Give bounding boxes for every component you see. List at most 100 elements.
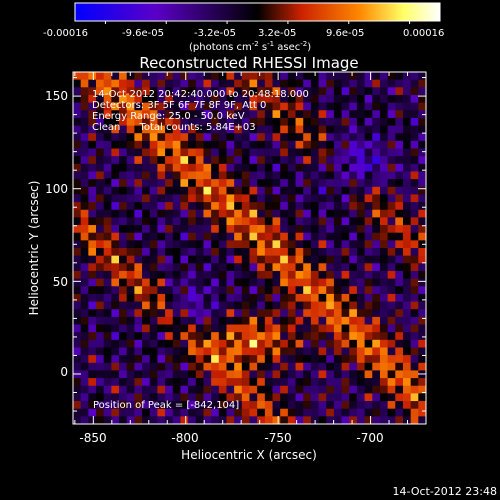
heatmap-cell <box>410 263 419 272</box>
heatmap-cell <box>126 148 135 157</box>
heatmap-cell <box>88 79 97 88</box>
heatmap-cell <box>103 255 112 264</box>
heatmap-cell <box>341 87 350 96</box>
heatmap-cell <box>356 301 366 310</box>
heatmap-cell <box>241 110 251 119</box>
heatmap-cell <box>195 163 205 173</box>
heatmap-cell <box>379 87 389 96</box>
heatmap-cell <box>326 202 335 211</box>
heatmap-cell <box>418 385 426 394</box>
heatmap-cell <box>395 263 404 272</box>
heatmap-cell <box>234 171 243 180</box>
heatmap-cell <box>379 194 389 203</box>
heatmap-cell <box>188 186 197 196</box>
heatmap-cell <box>333 416 343 424</box>
heatmap-cell <box>333 263 343 272</box>
heatmap-cell <box>356 401 366 410</box>
heatmap-cell <box>88 355 97 364</box>
heatmap-cell <box>126 286 135 295</box>
heatmap-cell <box>111 110 120 119</box>
heatmap-cell <box>134 179 143 188</box>
heatmap-cell <box>349 79 358 88</box>
heatmap-cell <box>387 94 396 104</box>
heatmap-cell <box>280 286 289 295</box>
heatmap-cell <box>356 278 366 287</box>
heatmap-cell <box>241 72 251 81</box>
heatmap-cell <box>157 255 166 264</box>
heatmap-cell <box>80 248 89 257</box>
heatmap-cell <box>272 293 281 303</box>
heatmap-cell <box>180 278 189 287</box>
heatmap-cell <box>157 171 166 180</box>
heatmap-cell <box>303 79 312 88</box>
heatmap-cell <box>134 263 143 272</box>
heatmap-cell <box>226 163 235 173</box>
heatmap-cell <box>410 125 419 134</box>
heatmap-cell <box>203 347 212 356</box>
heatmap-cell <box>165 408 174 417</box>
heatmap-cell <box>96 79 105 88</box>
heatmap-cell <box>241 225 251 234</box>
heatmap-cell <box>241 408 251 417</box>
heatmap-cell <box>73 117 82 127</box>
heatmap-cell <box>234 286 243 295</box>
heatmap-cell <box>356 94 366 104</box>
heatmap-cell <box>126 293 135 303</box>
heatmap-cell <box>326 240 335 249</box>
heatmap-cell <box>73 248 82 257</box>
heatmap-cell <box>295 255 304 264</box>
heatmap-cell <box>295 316 304 326</box>
heatmap-cell <box>402 87 412 96</box>
heatmap-cell <box>387 255 396 264</box>
heatmap-cell <box>249 117 258 127</box>
heatmap-cell <box>165 186 174 196</box>
heatmap-cell <box>418 393 426 402</box>
heatmap-cell <box>349 94 358 104</box>
heatmap-cell <box>257 293 266 303</box>
heatmap-cell <box>111 186 120 196</box>
heatmap-cell <box>410 378 419 387</box>
heatmap-cell <box>364 263 373 272</box>
heatmap-cell <box>149 347 159 356</box>
heatmap-cell <box>333 255 343 264</box>
heatmap-cell <box>333 324 343 333</box>
heatmap-cell <box>295 117 304 127</box>
heatmap-cell <box>249 263 258 272</box>
heatmap-cell <box>195 148 205 157</box>
heatmap-cell <box>402 171 412 180</box>
heatmap-cell <box>249 370 258 379</box>
heatmap-cell <box>188 133 197 142</box>
heatmap-cell <box>356 332 366 341</box>
heatmap-cell <box>341 301 350 310</box>
heatmap-cell <box>318 94 327 104</box>
heatmap-cell <box>303 401 312 410</box>
heatmap-cell <box>96 278 105 287</box>
heatmap-cell <box>149 163 159 173</box>
heatmap-cell <box>349 163 358 173</box>
heatmap-cell <box>341 110 350 119</box>
heatmap-cell <box>211 362 220 372</box>
heatmap-cell <box>410 248 419 257</box>
heatmap-cell <box>379 217 389 226</box>
heatmap-cell <box>188 347 197 356</box>
heatmap-cell <box>211 148 220 157</box>
heatmap-cell <box>157 362 166 372</box>
heatmap-cell <box>188 209 197 218</box>
heatmap-cell <box>111 316 120 326</box>
heatmap-cell <box>303 186 312 196</box>
heatmap-cell <box>395 309 404 318</box>
heatmap-cell <box>356 309 366 318</box>
heatmap-cell <box>303 278 312 287</box>
heatmap-cell <box>295 408 304 417</box>
heatmap-cell <box>402 293 412 303</box>
heatmap-cell <box>88 72 97 81</box>
heatmap-cell <box>372 408 381 417</box>
heatmap-cell <box>257 102 266 111</box>
heatmap-cell <box>241 133 251 142</box>
heatmap-cell <box>310 270 320 280</box>
heatmap-cell <box>264 171 274 180</box>
heatmap-cell <box>88 255 97 264</box>
heatmap-cell <box>326 270 335 280</box>
heatmap-cell <box>142 148 151 157</box>
heatmap-cell <box>172 87 182 96</box>
